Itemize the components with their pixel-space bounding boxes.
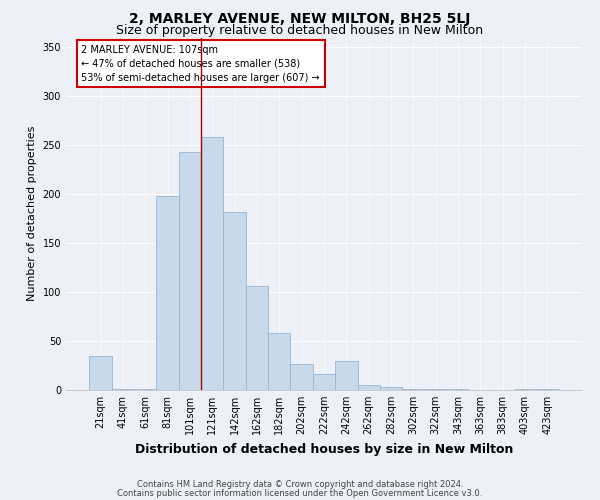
Bar bbox=[179, 152, 201, 390]
Bar bbox=[313, 374, 335, 390]
Bar bbox=[134, 389, 157, 390]
Bar bbox=[425, 389, 447, 390]
Bar bbox=[112, 389, 134, 390]
Bar bbox=[335, 360, 358, 390]
Bar bbox=[157, 196, 179, 390]
Y-axis label: Number of detached properties: Number of detached properties bbox=[27, 126, 37, 302]
Bar bbox=[447, 389, 469, 390]
Bar bbox=[268, 333, 290, 390]
Bar bbox=[514, 389, 536, 390]
Bar bbox=[89, 356, 112, 390]
Text: Size of property relative to detached houses in New Milton: Size of property relative to detached ho… bbox=[116, 24, 484, 37]
Bar bbox=[246, 286, 268, 390]
Bar bbox=[402, 389, 425, 390]
Text: Contains HM Land Registry data © Crown copyright and database right 2024.: Contains HM Land Registry data © Crown c… bbox=[137, 480, 463, 489]
Text: 2 MARLEY AVENUE: 107sqm
← 47% of detached houses are smaller (538)
53% of semi-d: 2 MARLEY AVENUE: 107sqm ← 47% of detache… bbox=[82, 44, 320, 82]
Bar bbox=[536, 389, 559, 390]
Bar bbox=[380, 387, 402, 390]
X-axis label: Distribution of detached houses by size in New Milton: Distribution of detached houses by size … bbox=[135, 442, 513, 456]
Bar bbox=[290, 364, 313, 390]
Bar bbox=[223, 212, 246, 390]
Text: Contains public sector information licensed under the Open Government Licence v3: Contains public sector information licen… bbox=[118, 488, 482, 498]
Bar bbox=[358, 385, 380, 390]
Text: 2, MARLEY AVENUE, NEW MILTON, BH25 5LJ: 2, MARLEY AVENUE, NEW MILTON, BH25 5LJ bbox=[130, 12, 470, 26]
Bar bbox=[201, 138, 223, 390]
